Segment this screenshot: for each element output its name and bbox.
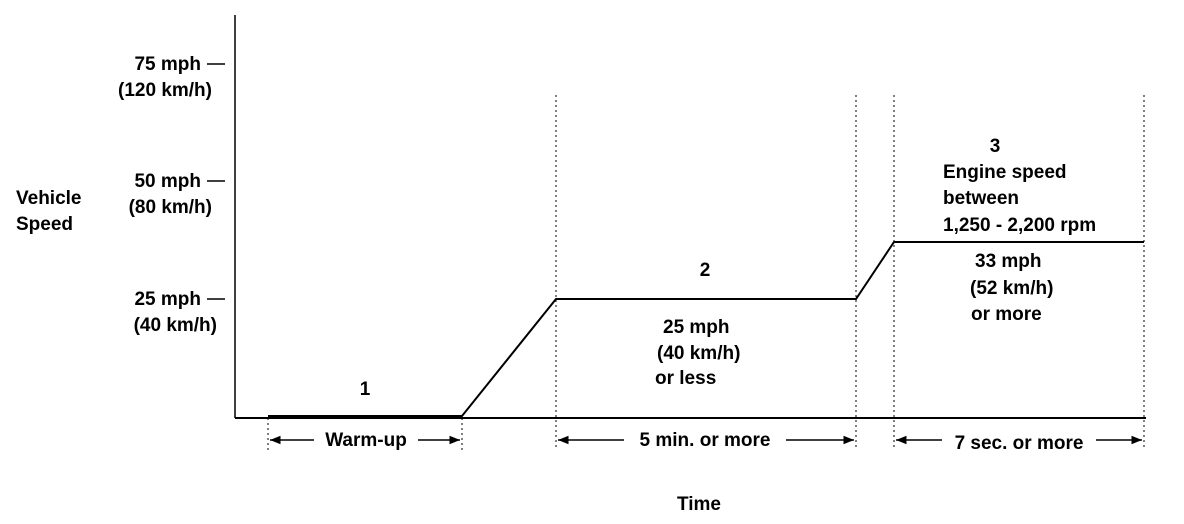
speed-profile-line xyxy=(268,241,1144,417)
phase-boundaries xyxy=(267,95,1145,450)
tick-25-kmh: (40 km/h) xyxy=(134,315,217,336)
phase-2-speed-line2: (40 km/h) xyxy=(657,343,740,364)
tick-50-kmh: (80 km/h) xyxy=(129,197,212,218)
y-axis-title-line2: Speed xyxy=(16,214,73,235)
phase-2-speed-line3: or less xyxy=(655,368,716,389)
y-axis-title-line1: Vehicle xyxy=(16,188,82,209)
phase-3-number: 3 xyxy=(990,136,1001,157)
tick-25-mph: 25 mph xyxy=(134,289,201,310)
tick-50-mph: 50 mph xyxy=(134,171,201,192)
phase-3-engine-line3: 1,250 - 2,200 rpm xyxy=(943,215,1096,236)
tick-75-mph: 75 mph xyxy=(134,54,201,75)
phase-2-number: 2 xyxy=(700,260,711,281)
phase-1-number: 1 xyxy=(360,379,371,400)
warmup-label: Warm-up xyxy=(325,430,407,451)
x-axis-title: Time xyxy=(677,494,721,515)
phase-3-speed-line1: 33 mph xyxy=(975,251,1042,272)
tick-75-kmh: (120 km/h) xyxy=(118,80,212,101)
phase-3-engine-line2: between xyxy=(943,188,1019,209)
phase-3-engine-line1: Engine speed xyxy=(943,162,1067,183)
phase-2-speed-line1: 25 mph xyxy=(663,317,730,338)
phase-3-speed-line3: or more xyxy=(971,304,1042,325)
phase-3-speed-line2: (52 km/h) xyxy=(970,278,1053,299)
phase-2-duration-label: 5 min. or more xyxy=(640,430,771,451)
phase-3-duration-label: 7 sec. or more xyxy=(955,433,1084,454)
